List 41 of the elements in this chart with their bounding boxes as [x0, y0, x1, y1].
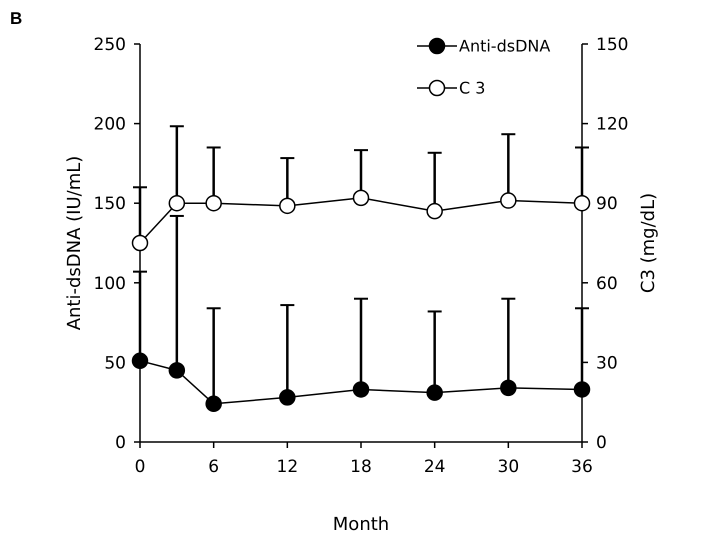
- x-tick-label: 12: [276, 457, 298, 477]
- x-tick-label: 24: [424, 457, 446, 477]
- y-tick-label: 250: [94, 34, 126, 55]
- x-tick-label: 0: [134, 457, 146, 477]
- y-tick-label: 100: [94, 274, 126, 294]
- point: [168, 362, 186, 379]
- point: [574, 194, 590, 212]
- point: [168, 194, 186, 212]
- point: [574, 381, 590, 398]
- x-tick-label: 36: [571, 457, 593, 477]
- y2-tick-label: 30: [596, 353, 618, 374]
- chart-title: B: [10, 9, 22, 28]
- point: [279, 389, 296, 406]
- point: [500, 192, 517, 209]
- point: [352, 381, 370, 398]
- point: [279, 198, 296, 214]
- y-tick-label: 0: [115, 432, 126, 453]
- point: [426, 202, 443, 220]
- point: [500, 380, 517, 396]
- y2-tick-label: 120: [596, 114, 628, 135]
- y2-tick-label: 60: [596, 274, 618, 294]
- legend-label: Anti-dsDNA: [459, 36, 550, 56]
- point: [132, 352, 148, 370]
- x-tick-label: 30: [498, 457, 520, 477]
- point: [205, 396, 222, 412]
- y-tick-label: 50: [104, 353, 126, 374]
- y2-tick-label: 150: [596, 34, 628, 55]
- y-tick-label: 150: [94, 194, 126, 214]
- point: [426, 384, 443, 401]
- y2-tick-label: 90: [596, 194, 618, 214]
- y-axis-title: Anti-dsDNA (IU/mL): [64, 156, 85, 330]
- point: [205, 194, 222, 212]
- x-tick-label: 18: [350, 457, 372, 477]
- x-axis-title: Month: [332, 514, 390, 535]
- y2-axis-title: C3 (mg/dL): [638, 192, 659, 294]
- point: [352, 190, 370, 206]
- legend-label: C 3: [459, 78, 486, 98]
- x-tick-label: 6: [208, 457, 220, 477]
- y-tick-label: 200: [94, 114, 126, 135]
- y2-tick-label: 0: [596, 432, 607, 453]
- point: [132, 234, 148, 252]
